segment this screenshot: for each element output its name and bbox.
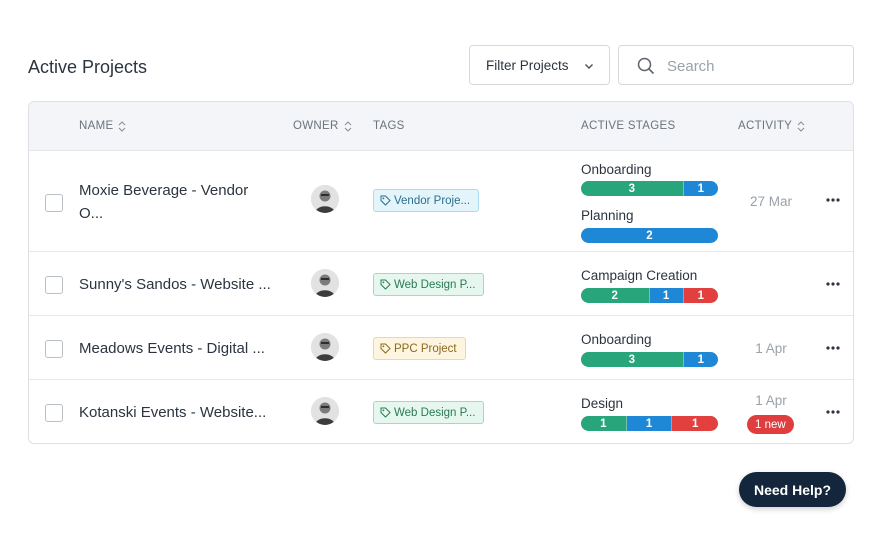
column-activity-label: ACTIVITY [738,120,793,132]
more-options-icon[interactable] [825,409,841,415]
table-row[interactable]: Meadows Events - Digital ... PPC Project… [29,316,853,380]
activity-date: 1 Apr [755,393,787,408]
row-checkbox[interactable] [45,194,63,212]
avatar-image [311,185,339,213]
table-row[interactable]: Sunny's Sandos - Website ... Web Design … [29,252,853,316]
tag-icon [380,407,391,418]
stage-progress-bar[interactable]: 3 1 [581,181,718,196]
project-name-line: Kotanski Events - Website... [79,404,267,421]
stage-label: Campaign Creation [581,268,698,283]
column-owner-label: OWNER [293,120,339,132]
project-name[interactable]: Meadows Events - Digital ... [79,337,279,360]
stage-segment-blue: 2 [581,228,718,243]
tag-icon [380,279,391,290]
table-row[interactable]: Moxie Beverage - Vendor O... Vendor Proj… [29,151,853,252]
column-tags: TAGS [373,120,405,132]
tag-badge[interactable]: Web Design P... [373,273,485,296]
avatar [311,269,339,297]
column-name[interactable]: NAME [79,120,126,132]
tag-label: Web Design P... [394,278,476,291]
activity-date: 1 Apr [755,341,787,356]
column-stages-label: ACTIVE STAGES [581,120,676,132]
stage-label: Planning [581,208,634,223]
stage-progress-bar[interactable]: 1 1 1 [581,416,718,431]
table-header: NAME OWNER TAGS ACTIVE STAGES ACTIVITY [29,102,853,151]
stage-progress-bar[interactable]: 3 1 [581,352,718,367]
filter-projects-label: Filter Projects [486,57,569,73]
project-name-line: Moxie Beverage - Vendor [79,182,249,199]
project-name[interactable]: Moxie Beverage - Vendor O... [79,179,279,225]
avatar [311,397,339,425]
sort-icon [119,120,126,132]
search-input[interactable] [667,54,847,78]
avatar-image [311,397,339,425]
stage-segment-green: 2 [581,288,650,303]
page-title: Active Projects [28,57,148,77]
tag-badge[interactable]: Web Design P... [373,401,485,424]
stage-segment-blue: 1 [683,352,718,367]
project-name-line: O... [79,205,104,222]
sort-icon [797,120,805,132]
table-row[interactable]: Kotanski Events - Website... Web Design … [29,380,853,443]
more-options-icon[interactable] [825,281,841,287]
project-name-line: Sunny's Sandos - Website ... [79,276,271,293]
more-options-icon[interactable] [825,345,841,351]
row-checkbox[interactable] [45,340,63,358]
project-name-line: Meadows Events - Digital ... [79,340,265,357]
new-activity-badge[interactable]: 1 new [747,415,794,434]
avatar [311,333,339,361]
stage-label: Design [581,396,624,411]
row-checkbox[interactable] [45,276,63,294]
column-name-label: NAME [79,120,114,132]
column-active-stages: ACTIVE STAGES [581,120,675,132]
stage-progress-bar[interactable]: 2 1 1 [581,288,718,303]
stage-segment-green: 3 [581,181,684,196]
chevron-down-icon [585,64,593,69]
stage-segment-green: 3 [581,352,684,367]
tag-label: Web Design P... [394,406,476,419]
stage-segment-red: 1 [672,416,718,431]
column-activity[interactable]: ACTIVITY [738,120,805,132]
stage-label: Onboarding [581,162,652,177]
row-checkbox[interactable] [45,404,63,422]
stage-segment-blue: 1 [649,288,684,303]
stage-segment-green: 1 [581,416,627,431]
stage-progress-bar[interactable]: 2 [581,228,718,243]
tag-badge[interactable]: Vendor Proje... [373,189,480,212]
project-name[interactable]: Sunny's Sandos - Website ... [79,273,279,296]
stage-segment-blue: 1 [626,416,673,431]
avatar-image [311,333,339,361]
tag-icon [380,343,391,354]
avatar-image [311,269,339,297]
need-help-button[interactable]: Need Help? [739,472,846,507]
tag-label: PPC Project [394,342,457,355]
search-icon [637,57,655,75]
stage-segment-blue: 1 [683,181,718,196]
column-owner[interactable]: OWNER [293,120,352,132]
sort-icon [344,120,351,132]
avatar [311,185,339,213]
activity-date: 27 Mar [749,194,793,209]
projects-table: NAME OWNER TAGS ACTIVE STAGES ACTIVITY M… [28,101,854,444]
stage-label: Onboarding [581,332,652,347]
column-tags-label: TAGS [373,120,405,132]
more-options-icon[interactable] [825,197,841,203]
tag-label: Vendor Proje... [394,194,471,207]
search-box[interactable] [618,45,854,85]
tag-badge[interactable]: PPC Project [373,337,466,360]
filter-projects-button[interactable]: Filter Projects [469,45,610,85]
project-name[interactable]: Kotanski Events - Website... [79,401,279,424]
tag-icon [380,195,391,206]
stage-segment-red: 1 [683,288,718,303]
